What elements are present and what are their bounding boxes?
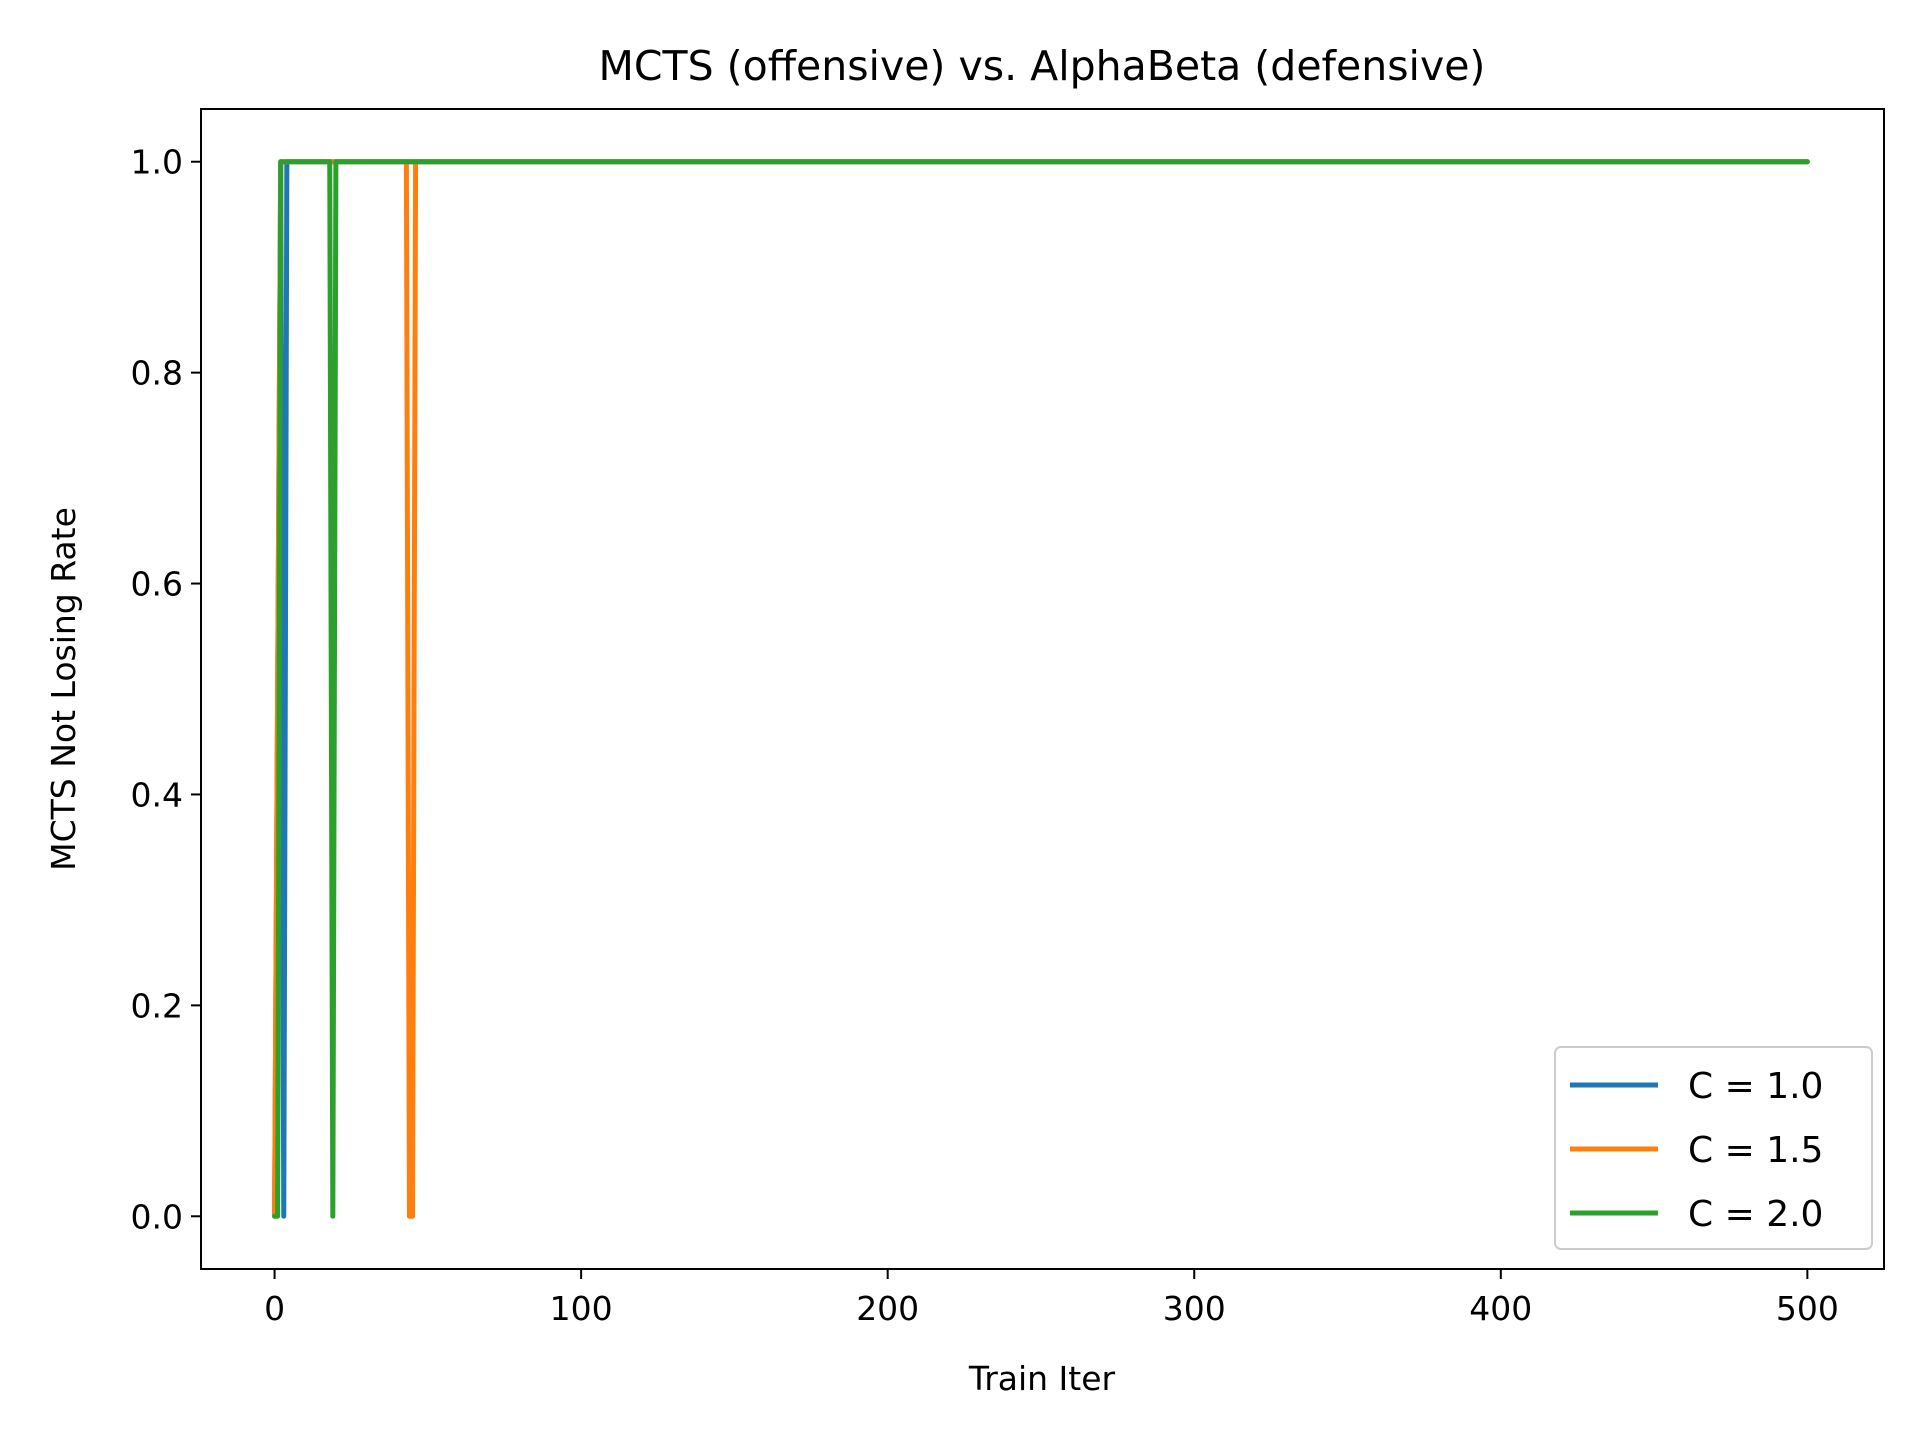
legend-label-1: C = 1.5 [1688, 1130, 1823, 1171]
plot-frame [200, 108, 1885, 1270]
y-tick-label: 0.6 [131, 565, 183, 604]
y-tick-label: 0.0 [131, 1197, 183, 1236]
y-axis-title: MCTS Not Losing Rate [44, 507, 83, 871]
x-axis: 0 100 200 300 400 500 [264, 1269, 1839, 1328]
plot-area [200, 108, 1885, 1270]
x-tick-label: 400 [1469, 1289, 1532, 1328]
x-axis-title: Train Iter [968, 1359, 1116, 1398]
x-tick-label: 500 [1776, 1289, 1839, 1328]
y-tick-label: 1.0 [131, 143, 183, 182]
y-axis: 0.0 0.2 0.4 0.6 0.8 1.0 [131, 143, 201, 1236]
x-tick-label: 0 [264, 1289, 285, 1328]
y-tick-label: 0.4 [131, 775, 183, 814]
x-tick-label: 200 [856, 1289, 919, 1328]
x-tick-label: 300 [1163, 1289, 1226, 1328]
series-layer [272, 159, 1810, 1219]
y-tick-label: 0.8 [131, 354, 183, 393]
legend-box [1554, 1046, 1873, 1250]
legend: C = 1.0 C = 1.5 C = 2.0 [1554, 1046, 1873, 1250]
legend-label-0: C = 1.0 [1688, 1066, 1823, 1107]
x-tick-label: 100 [550, 1289, 613, 1328]
chart-title: MCTS (offensive) vs. AlphaBeta (defensiv… [599, 42, 1486, 90]
legend-label-2: C = 2.0 [1688, 1194, 1823, 1235]
y-tick-label: 0.2 [131, 986, 183, 1025]
series-line-2 [272, 159, 1810, 1219]
